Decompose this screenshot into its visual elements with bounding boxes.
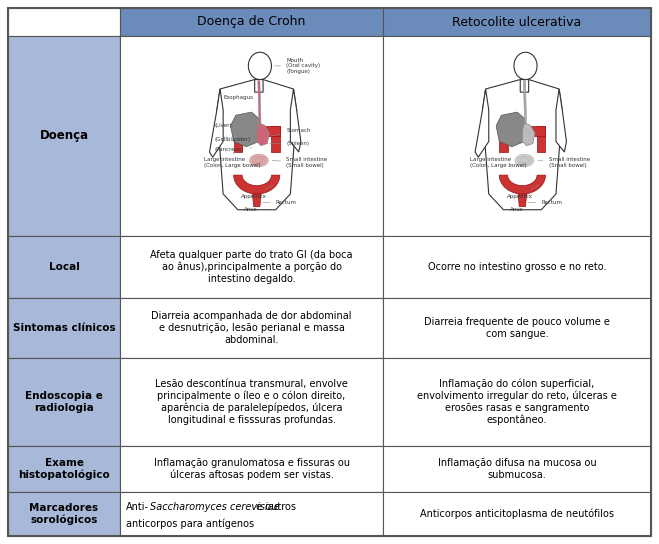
Bar [8, 236, 120, 298]
Polygon shape [234, 175, 280, 194]
Text: Anus: Anus [244, 207, 258, 212]
Bar [383, 298, 651, 358]
Text: (Liver): (Liver) [215, 123, 239, 130]
Text: Small intestine
(Small bowel): Small intestine (Small bowel) [538, 157, 590, 168]
Text: Rectum: Rectum [263, 200, 297, 205]
Polygon shape [475, 89, 489, 157]
Ellipse shape [248, 52, 272, 79]
Polygon shape [496, 112, 528, 147]
Bar [120, 298, 383, 358]
Text: (Pancreas): (Pancreas) [215, 147, 252, 152]
Polygon shape [523, 122, 535, 146]
Bar [120, 8, 383, 36]
Polygon shape [291, 89, 301, 152]
Polygon shape [231, 112, 262, 147]
Text: Local: Local [49, 262, 80, 272]
Bar [383, 236, 651, 298]
Text: Ocorre no intestino grosso e no reto.: Ocorre no intestino grosso e no reto. [428, 262, 606, 272]
Bar [8, 492, 120, 536]
Text: Appendix: Appendix [241, 185, 273, 199]
Text: Anti-: Anti- [126, 503, 149, 512]
Bar [383, 8, 651, 36]
Bar [383, 492, 651, 536]
Polygon shape [234, 126, 280, 136]
Text: (Gallbladder): (Gallbladder) [215, 137, 251, 143]
Polygon shape [234, 129, 242, 152]
Polygon shape [515, 154, 534, 166]
Text: e outros: e outros [253, 503, 296, 512]
Polygon shape [518, 194, 527, 207]
Text: Lesão descontínua transmural, envolve
principalmente o íleo e o cólon direito,
a: Lesão descontínua transmural, envolve pr… [155, 379, 348, 425]
Text: Inflamação granulomatosa e fissuras ou
úlceras aftosas podem ser vistas.: Inflamação granulomatosa e fissuras ou ú… [154, 458, 349, 480]
Polygon shape [556, 89, 567, 152]
Polygon shape [521, 158, 529, 163]
Text: Inflamação do cólon superficial,
envolvimento irregular do reto, úlceras e
erosõ: Inflamação do cólon superficial, envolvi… [417, 379, 617, 425]
Polygon shape [249, 154, 268, 166]
Bar [8, 298, 120, 358]
Text: Anticorpos anticitoplasma de neutófilos: Anticorpos anticitoplasma de neutófilos [420, 509, 614, 520]
Text: Large intestine
(Colon, Large bowel): Large intestine (Colon, Large bowel) [204, 152, 261, 168]
Text: Rectum: Rectum [529, 200, 562, 205]
Bar [120, 236, 383, 298]
Bar [8, 8, 120, 36]
Polygon shape [518, 156, 531, 165]
Text: Retocolite ulcerativa: Retocolite ulcerativa [452, 15, 582, 28]
Bar [120, 358, 383, 446]
Text: Exame
histopatológico: Exame histopatológico [18, 458, 110, 480]
Polygon shape [500, 175, 546, 194]
Text: Diarreia acompanhada de dor abdominal
e desnutrição, lesão perianal e massa
abdo: Diarreia acompanhada de dor abdominal e … [152, 311, 352, 344]
Polygon shape [500, 126, 546, 136]
Text: Large intestine
(Colon, Large bowel): Large intestine (Colon, Large bowel) [470, 152, 527, 168]
Bar [8, 446, 120, 492]
Text: Endoscopia e
radiologia: Endoscopia e radiologia [25, 391, 103, 413]
Text: Doença: Doença [40, 129, 88, 143]
FancyBboxPatch shape [254, 79, 263, 92]
Text: anticorpos para antígenos: anticorpos para antígenos [126, 518, 254, 529]
Text: Stomach: Stomach [271, 128, 310, 136]
Text: Marcadores
sorológicos: Marcadores sorológicos [30, 503, 99, 525]
Text: Anus: Anus [510, 207, 523, 212]
FancyBboxPatch shape [520, 79, 529, 92]
Text: Diarreia frequente de pouco volume e
com sangue.: Diarreia frequente de pouco volume e com… [424, 317, 610, 339]
Bar [383, 36, 651, 236]
Bar [120, 446, 383, 492]
Text: Sintomas clínicos: Sintomas clínicos [13, 323, 115, 333]
Bar [8, 358, 120, 446]
Text: Esophagus: Esophagus [223, 95, 260, 100]
Text: Saccharomyces cerevisiae: Saccharomyces cerevisiae [150, 503, 280, 512]
Text: Afeta qualquer parte do trato GI (da boca
ao ânus),principalmente a porção do
in: Afeta qualquer parte do trato GI (da boc… [150, 250, 353, 284]
Bar [383, 446, 651, 492]
Bar [383, 358, 651, 446]
Bar [8, 36, 120, 236]
Text: Mouth
(Oral cavity)
(Tongue): Mouth (Oral cavity) (Tongue) [274, 58, 320, 74]
Polygon shape [258, 81, 261, 122]
Polygon shape [217, 79, 297, 210]
Polygon shape [257, 122, 270, 146]
Bar [120, 492, 383, 536]
Text: Inflamação difusa na mucosa ou
submucosa.: Inflamação difusa na mucosa ou submucosa… [438, 458, 596, 480]
Polygon shape [252, 156, 266, 165]
Text: Appendix: Appendix [507, 185, 539, 199]
Polygon shape [272, 126, 280, 152]
Text: Doença de Crohn: Doença de Crohn [197, 15, 306, 28]
Bar [120, 36, 383, 236]
Polygon shape [252, 194, 261, 207]
Ellipse shape [514, 52, 537, 79]
Polygon shape [537, 126, 546, 152]
Polygon shape [210, 89, 223, 157]
Polygon shape [482, 79, 562, 210]
Polygon shape [500, 129, 507, 152]
Polygon shape [523, 81, 527, 122]
Text: Small intestine
(Small bowel): Small intestine (Small bowel) [272, 157, 328, 168]
Text: (Spleen): (Spleen) [270, 141, 309, 146]
Polygon shape [255, 158, 263, 163]
